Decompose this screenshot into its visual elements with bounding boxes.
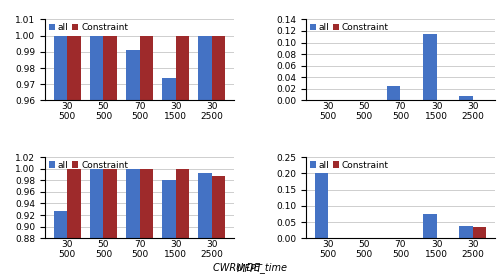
Bar <box>176 169 190 277</box>
Bar <box>212 176 226 277</box>
Legend: all, Constraint: all, Constraint <box>47 21 130 34</box>
Bar <box>314 173 328 238</box>
Bar <box>423 214 436 238</box>
Bar <box>140 36 153 277</box>
Legend: all, Constraint: all, Constraint <box>47 159 130 171</box>
Bar <box>198 173 212 277</box>
Bar <box>386 86 400 101</box>
Bar <box>212 36 226 277</box>
Bar <box>126 50 140 277</box>
Bar <box>423 34 436 101</box>
Bar <box>54 36 68 277</box>
Bar <box>104 36 117 277</box>
Legend: all, Constraint: all, Constraint <box>308 159 391 171</box>
Bar <box>90 36 104 277</box>
Bar <box>162 78 175 277</box>
Bar <box>68 36 81 277</box>
Bar <box>54 211 68 277</box>
Bar <box>68 169 81 277</box>
Bar <box>104 169 117 277</box>
Bar <box>472 227 486 238</box>
Bar <box>459 96 472 101</box>
Text: CWRU DE_time: CWRU DE_time <box>213 262 287 273</box>
Legend: all, Constraint: all, Constraint <box>308 21 391 34</box>
Bar <box>162 180 175 277</box>
Bar <box>198 36 212 277</box>
Bar <box>126 169 140 277</box>
Bar <box>176 36 190 277</box>
Bar <box>90 169 104 277</box>
Bar <box>140 169 153 277</box>
Text: MFPT: MFPT <box>237 264 263 274</box>
Bar <box>459 226 472 238</box>
